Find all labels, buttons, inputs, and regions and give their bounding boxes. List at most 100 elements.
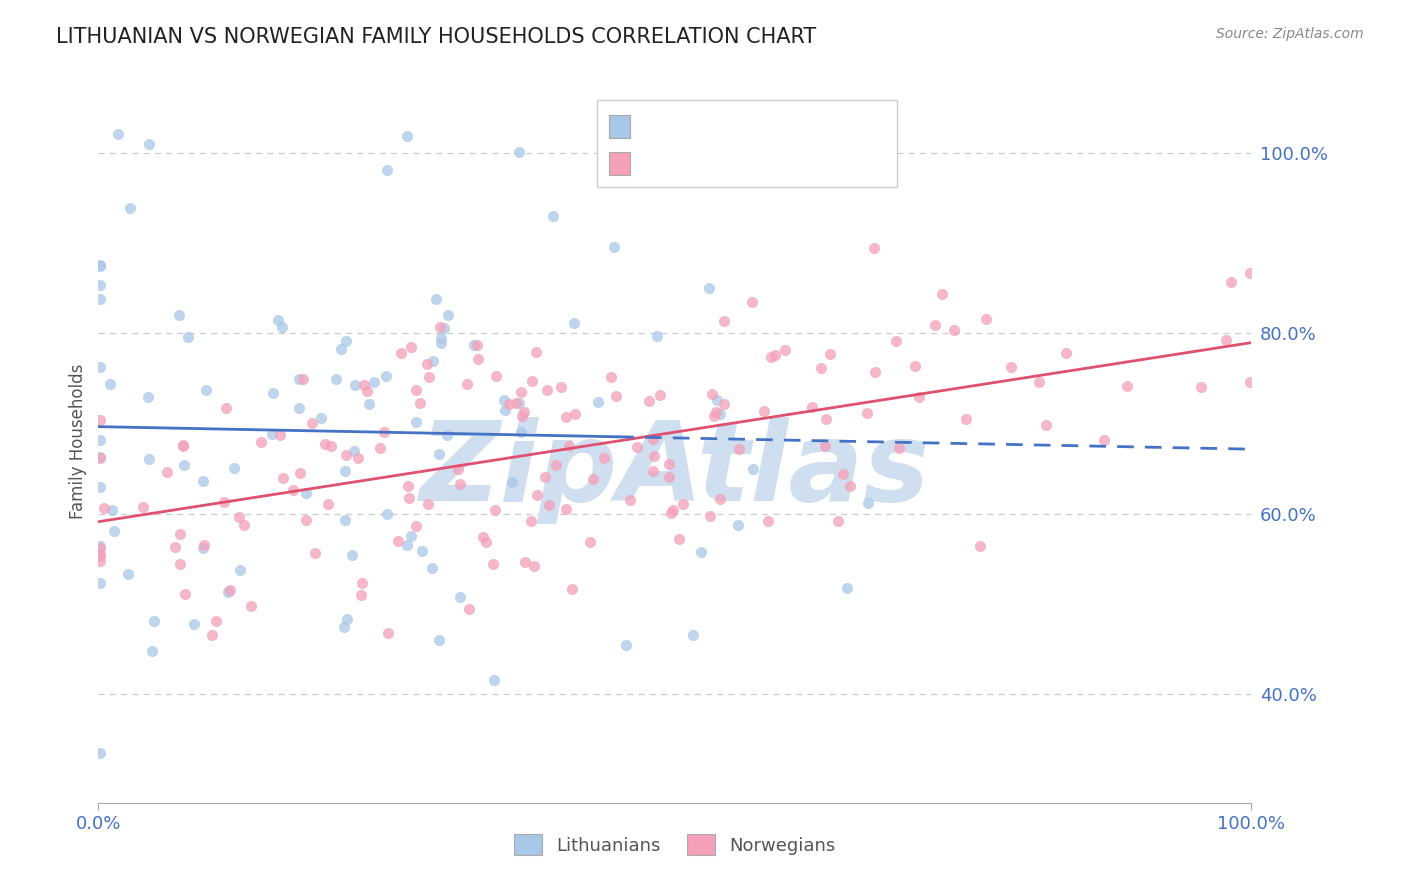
Point: [269, 428, 291, 442]
Point: [205, 614, 228, 628]
Point: [614, 638, 637, 652]
Point: [884, 334, 907, 348]
Point: [405, 383, 427, 397]
Point: [291, 372, 314, 386]
Point: [1189, 380, 1212, 394]
Point: [658, 469, 681, 483]
Point: [173, 587, 195, 601]
Point: [647, 329, 669, 343]
Point: [1220, 275, 1243, 289]
Point: [481, 557, 503, 571]
Point: [1239, 266, 1261, 280]
Point: [288, 372, 311, 386]
Point: [314, 437, 336, 451]
Point: [436, 308, 458, 322]
Point: [405, 518, 427, 533]
Point: [155, 465, 177, 479]
Text: ZipAtlas: ZipAtlas: [419, 417, 931, 524]
Point: [267, 313, 290, 327]
Point: [165, 540, 187, 554]
Point: [344, 377, 367, 392]
Point: [544, 458, 567, 472]
Point: [515, 555, 537, 569]
Point: [353, 377, 375, 392]
Point: [193, 538, 215, 552]
Point: [333, 620, 356, 634]
Point: [641, 464, 664, 478]
Point: [93, 500, 115, 515]
Point: [89, 450, 111, 464]
Point: [520, 514, 543, 528]
Point: [340, 548, 363, 562]
Point: [510, 409, 533, 423]
Point: [228, 564, 250, 578]
Point: [333, 513, 356, 527]
Point: [449, 590, 471, 604]
Point: [89, 259, 111, 273]
Point: [319, 439, 342, 453]
Point: [475, 535, 498, 549]
Point: [201, 628, 224, 642]
Point: [648, 388, 671, 402]
Point: [526, 488, 548, 502]
Point: [363, 376, 385, 390]
Point: [498, 396, 520, 410]
Point: [672, 497, 695, 511]
Point: [89, 540, 111, 554]
Point: [536, 383, 558, 397]
Point: [89, 450, 111, 465]
Point: [396, 479, 419, 493]
Point: [103, 524, 125, 539]
Point: [835, 582, 858, 596]
Point: [814, 439, 837, 453]
Point: [389, 346, 412, 360]
Point: [699, 508, 721, 523]
Point: [183, 616, 205, 631]
Point: [643, 449, 665, 463]
Point: [195, 383, 218, 397]
Legend: Lithuanians, Norwegians: Lithuanians, Norwegians: [508, 827, 842, 863]
Point: [222, 460, 245, 475]
Point: [827, 514, 849, 528]
Text: R =: R =: [640, 117, 678, 135]
Point: [418, 370, 440, 384]
Point: [395, 538, 418, 552]
Point: [564, 407, 586, 421]
Point: [169, 308, 191, 322]
Point: [142, 614, 165, 628]
Point: [449, 477, 471, 491]
Point: [501, 475, 523, 489]
Point: [290, 466, 312, 480]
Point: [173, 458, 195, 472]
Point: [865, 365, 887, 379]
Point: [214, 401, 236, 415]
Point: [524, 345, 547, 359]
Point: [399, 529, 422, 543]
Point: [763, 348, 786, 362]
Point: [561, 582, 583, 597]
Point: [447, 461, 470, 475]
Point: [316, 497, 339, 511]
Point: [1092, 434, 1115, 448]
Point: [373, 425, 395, 440]
Point: [172, 439, 194, 453]
Point: [375, 508, 398, 522]
Point: [138, 452, 160, 467]
Point: [352, 576, 374, 591]
Point: [395, 129, 418, 144]
Point: [863, 241, 886, 255]
Point: [581, 472, 603, 486]
Point: [706, 392, 728, 407]
Point: [856, 406, 879, 420]
Point: [543, 209, 565, 223]
Point: [89, 547, 111, 561]
Point: [472, 530, 495, 544]
Point: [411, 544, 433, 558]
Point: [523, 559, 546, 574]
Point: [682, 628, 704, 642]
Text: 94: 94: [761, 117, 785, 135]
Point: [295, 486, 318, 500]
Point: [325, 372, 347, 386]
Point: [89, 746, 111, 760]
Point: [741, 295, 763, 310]
